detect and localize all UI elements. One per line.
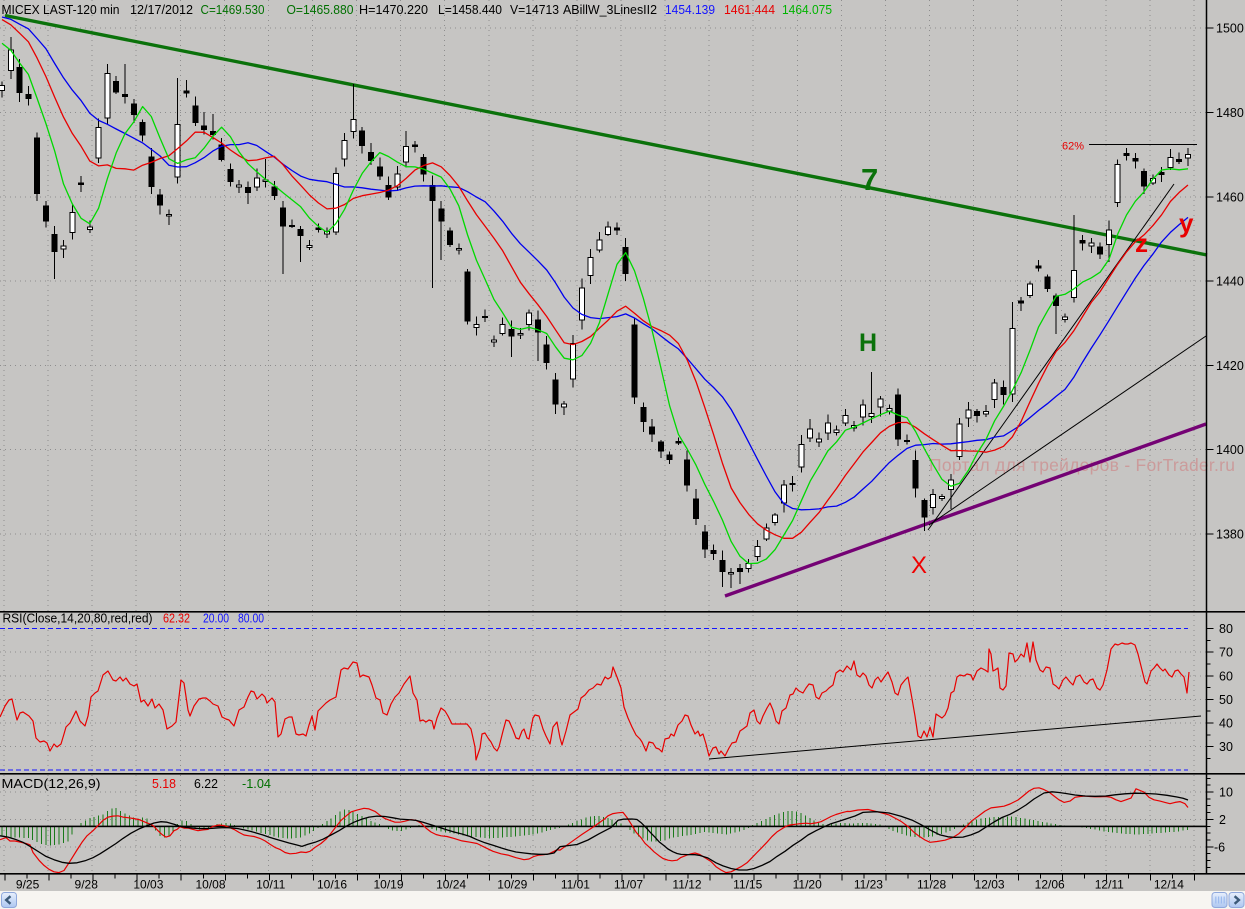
svg-text:1480: 1480: [1216, 106, 1244, 120]
svg-text:L=1458.440: L=1458.440: [438, 3, 502, 17]
svg-text:1461.444: 1461.444: [724, 3, 775, 17]
svg-text:10/24: 10/24: [436, 878, 466, 892]
svg-text:10/11: 10/11: [256, 878, 285, 892]
svg-text:7: 7: [861, 162, 878, 197]
svg-text:2: 2: [1219, 813, 1226, 827]
svg-text:1400: 1400: [1216, 443, 1244, 457]
svg-text:1420: 1420: [1216, 359, 1244, 373]
svg-text:40: 40: [1219, 717, 1233, 731]
svg-text:12/14: 12/14: [1154, 878, 1184, 892]
svg-text:10/29: 10/29: [497, 878, 527, 892]
svg-text:9/25: 9/25: [16, 878, 40, 892]
svg-text:20.00: 20.00: [203, 612, 229, 626]
svg-text:Н: Н: [859, 329, 877, 357]
svg-text:H=1470.220: H=1470.220: [359, 3, 428, 17]
svg-text:60: 60: [1219, 669, 1233, 683]
svg-text:-1.04: -1.04: [242, 777, 271, 791]
svg-text:X: X: [911, 552, 927, 579]
svg-text:RSI(Close,14,20,80,red,red): RSI(Close,14,20,80,red,red): [3, 612, 153, 626]
svg-text:11/01: 11/01: [561, 878, 590, 892]
svg-text:12/17/2012: 12/17/2012: [130, 3, 193, 17]
svg-text:O=1465.880: O=1465.880: [287, 3, 354, 17]
svg-text:12/11: 12/11: [1095, 878, 1124, 892]
svg-text:C=1469.530: C=1469.530: [201, 3, 265, 17]
svg-text:62.32: 62.32: [163, 612, 190, 626]
svg-text:10: 10: [1219, 786, 1233, 800]
svg-text:50: 50: [1219, 693, 1233, 707]
svg-text:11/07: 11/07: [614, 878, 643, 892]
svg-text:MICEX LAST-120 min: MICEX LAST-120 min: [2, 3, 120, 17]
svg-text:z: z: [1135, 228, 1148, 258]
svg-text:1464.075: 1464.075: [782, 3, 832, 17]
svg-text:Портал для трейдеров - ForTrad: Портал для трейдеров - ForTrader.ru: [929, 455, 1235, 475]
svg-text:MACD(12,26,9): MACD(12,26,9): [2, 777, 101, 791]
svg-text:6.22: 6.22: [194, 777, 218, 791]
svg-text:11/23: 11/23: [854, 878, 883, 892]
svg-text:10/16: 10/16: [317, 878, 347, 892]
svg-text:ABillW_3LinesII2: ABillW_3LinesII2: [563, 3, 657, 17]
svg-text:11/28: 11/28: [917, 878, 946, 892]
svg-text:1440: 1440: [1216, 275, 1244, 289]
svg-text:80: 80: [1219, 622, 1233, 636]
svg-text:V=14713: V=14713: [510, 3, 559, 17]
svg-text:11/15: 11/15: [733, 878, 762, 892]
svg-text:1460: 1460: [1216, 190, 1244, 204]
svg-text:11/12: 11/12: [672, 878, 701, 892]
svg-text:10/08: 10/08: [195, 878, 225, 892]
svg-text:-6: -6: [1214, 840, 1225, 854]
svg-text:1454.139: 1454.139: [665, 3, 715, 17]
svg-text:1500: 1500: [1216, 22, 1244, 36]
svg-text:10/03: 10/03: [133, 878, 163, 892]
svg-text:70: 70: [1219, 646, 1233, 660]
svg-text:80.00: 80.00: [238, 612, 264, 626]
svg-text:11/20: 11/20: [793, 878, 822, 892]
svg-text:у: у: [1179, 208, 1194, 238]
svg-text:1380: 1380: [1216, 528, 1244, 542]
svg-text:10/19: 10/19: [373, 878, 403, 892]
svg-text:12/03: 12/03: [975, 878, 1005, 892]
svg-text:5.18: 5.18: [152, 777, 176, 791]
svg-text:30: 30: [1219, 740, 1233, 754]
svg-text:62%: 62%: [1062, 141, 1084, 153]
svg-text:12/06: 12/06: [1035, 878, 1065, 892]
svg-text:9/28: 9/28: [75, 878, 99, 892]
